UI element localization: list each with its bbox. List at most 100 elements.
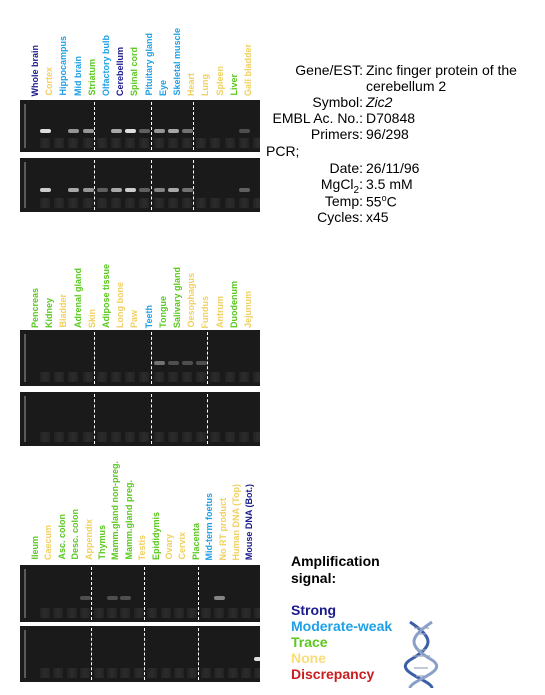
legend-item-trace: Trace (291, 634, 328, 650)
lane-smear (182, 198, 192, 208)
lane-smear (227, 608, 238, 618)
pcr-band (68, 129, 80, 133)
lane-smear (224, 198, 235, 208)
lane-divider (150, 394, 152, 444)
lane-label: Asc. colon (56, 514, 67, 560)
lane-smear (53, 608, 64, 618)
lane-smear (167, 372, 178, 382)
lane-smear (125, 138, 136, 148)
lane-label: Placenta (190, 522, 201, 560)
lane-label: Desc. colon (70, 509, 81, 560)
lane-label: No RT product (217, 497, 228, 561)
size-ladder (24, 162, 26, 208)
lane-smear (253, 432, 260, 442)
pcr-label: PCR; (266, 143, 300, 159)
temp-value-sup: o (381, 193, 387, 203)
pcr-band (167, 129, 179, 133)
lane-divider (90, 628, 92, 680)
lane-smear (167, 198, 178, 208)
embl-key: EMBL Ac. No.: (272, 110, 363, 126)
lane-smear (68, 198, 79, 208)
lane-smear (160, 668, 171, 678)
pcr-band (153, 129, 165, 133)
temp-value-unit: C (386, 193, 397, 210)
lane-label: Testis (137, 534, 148, 560)
lane-label: Jejunum (243, 290, 253, 328)
legend-item-strong: Strong (291, 602, 337, 618)
lane-smear (254, 668, 260, 678)
lane-smear (200, 608, 211, 618)
lane-smear (40, 198, 50, 208)
lane-smear (210, 372, 221, 382)
lane-smear (147, 608, 158, 618)
lane-smear (253, 138, 260, 148)
lane-smear (200, 668, 211, 678)
lane-smear (82, 198, 93, 208)
lane-smear (96, 138, 107, 148)
date-row: Date: 26/11/96 (0, 160, 545, 178)
mgcl-key-colon: : (359, 176, 363, 192)
lane-smear (54, 432, 65, 442)
lane-smear (82, 432, 93, 442)
lane-smear (167, 432, 178, 442)
lane-divider (207, 332, 209, 384)
lane-smear (139, 138, 150, 148)
lane-smear (133, 608, 144, 618)
lane-smear (68, 138, 79, 148)
lane-smear (147, 668, 158, 678)
pcr-band (120, 596, 132, 600)
pcr-band (107, 596, 118, 600)
lane-divider (93, 394, 95, 444)
lane-label: Adipose tissue (101, 263, 111, 328)
lane-smear (196, 198, 207, 208)
lane-smear (224, 372, 235, 382)
lane-label: Mid-term foetus (204, 492, 215, 561)
lane-smear (40, 372, 50, 382)
pcr-band (82, 188, 94, 192)
pcr-band (182, 188, 193, 192)
pcr-band (167, 361, 179, 365)
lane-smear (139, 432, 150, 442)
primers-key: Primers: (310, 126, 363, 142)
pcr-band (182, 361, 193, 365)
lane-smear (53, 668, 64, 678)
pcr-band (80, 596, 92, 600)
lane-smear (214, 668, 225, 678)
lane-label: Appendix (83, 518, 94, 560)
symbol-row: Symbol: Zic2 (0, 94, 545, 112)
lane-divider (193, 160, 195, 210)
pcr-band (214, 596, 226, 600)
pcr-band (167, 188, 179, 192)
pcr-band (254, 657, 260, 661)
lane-smear (253, 198, 260, 208)
temp-value: 55oC (366, 193, 397, 210)
lane-smear (68, 432, 79, 442)
lane-smear (214, 608, 225, 618)
pcr-band (153, 188, 165, 192)
gene-value: Zinc finger protein of the (366, 62, 517, 78)
lane-label: Ovary (164, 534, 174, 560)
lane-smear (182, 372, 192, 382)
gel-image-top (20, 100, 260, 152)
lane-divider (93, 160, 95, 210)
size-ladder (24, 630, 26, 678)
lane-smear (174, 668, 184, 678)
lane-smear (196, 372, 207, 382)
lane-label: Epididymis (150, 511, 161, 560)
lane-smear (66, 668, 77, 678)
lane-smear (182, 138, 192, 148)
pcr-band (139, 129, 151, 133)
lane-smear (210, 432, 221, 442)
symbol-value: Zic2 (366, 94, 393, 110)
lane-label: Oesophagus (186, 273, 197, 328)
gel-image-bottom (20, 626, 260, 682)
lane-smear (241, 608, 251, 618)
lane-smear (224, 432, 235, 442)
dna-helix-icon (402, 620, 442, 690)
lane-divider (144, 567, 146, 620)
lane-label: Fundus (200, 295, 211, 329)
lane-smear (210, 138, 221, 148)
lane-smear (96, 432, 107, 442)
symbol-key: Symbol: (312, 94, 363, 110)
mgcl-row: MgCl2: 3.5 mM (0, 176, 545, 196)
